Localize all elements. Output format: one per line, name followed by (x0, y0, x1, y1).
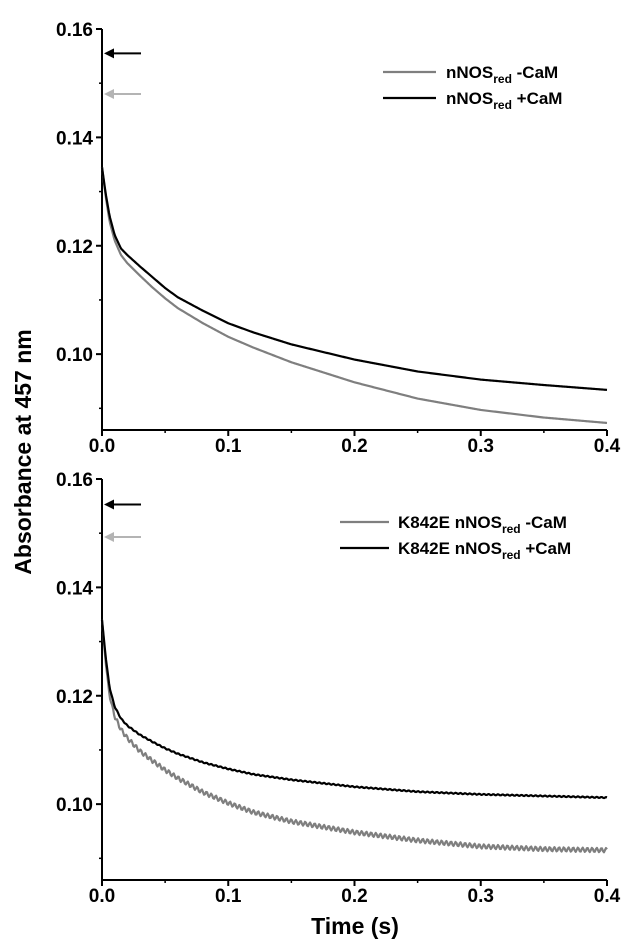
y-tick-label: 0.16 (56, 20, 93, 41)
y-tick-label: 0.14 (56, 578, 93, 599)
y-tick-label: 0.10 (56, 795, 93, 816)
minus-cam-series-line (100, 619, 608, 854)
black-arrow (104, 48, 141, 59)
gray-arrow-head (104, 531, 114, 542)
legend-entry: nNOSred -CaM (383, 63, 558, 86)
x-tick-label: 0.3 (468, 436, 494, 457)
gray-arrow (104, 531, 141, 542)
legend-entry: K842E nNOSred -CaM (340, 513, 567, 536)
x-tick-label: 0.0 (89, 886, 115, 907)
black-arrow-head (104, 499, 114, 510)
x-tick-label: 0.4 (594, 886, 621, 907)
y-tick-label: 0.12 (56, 687, 93, 708)
plus-cam-series-line (100, 167, 608, 391)
x-tick-label: 0.0 (89, 436, 115, 457)
x-tick-label: 0.2 (341, 436, 367, 457)
panel-bottom: 0.0 0.1 0.2 0.3 0.4 0.10 0.12 0.14 0.16 K842E nNO… (56, 470, 621, 907)
legend-label: nNOSred -CaM (446, 63, 558, 86)
y-tick-label: 0.16 (56, 470, 93, 491)
x-tick-label: 0.1 (215, 436, 242, 457)
y-axis-title: Absorbance at 457 nm (10, 329, 36, 574)
gray-arrow (104, 89, 141, 100)
panel-top: 0.0 0.1 0.2 0.3 0.4 0.10 0.12 0.14 0.16 nNOSred -… (56, 20, 621, 457)
gray-arrow-head (104, 89, 114, 100)
x-tick-label: 0.3 (468, 886, 494, 907)
x-tick-label: 0.1 (215, 886, 242, 907)
legend-label: K842E nNOSred -CaM (398, 513, 567, 536)
minus-cam-series-line (100, 167, 608, 425)
y-tick-label: 0.14 (56, 128, 93, 149)
legend-entry: nNOSred +CaM (383, 89, 562, 112)
legend-label: nNOSred +CaM (446, 89, 562, 112)
y-tick-label: 0.10 (56, 345, 93, 366)
legend-entry: K842E nNOSred +CaM (340, 539, 571, 562)
x-axis-title: Time (s) (311, 913, 399, 939)
black-arrow-head (104, 48, 114, 59)
x-tick-label: 0.4 (594, 436, 621, 457)
x-tick-label: 0.2 (341, 886, 367, 907)
y-tick-label: 0.12 (56, 237, 93, 258)
plus-cam-series-line (100, 619, 608, 800)
legend-label: K842E nNOSred +CaM (398, 539, 571, 562)
black-arrow (104, 499, 141, 510)
